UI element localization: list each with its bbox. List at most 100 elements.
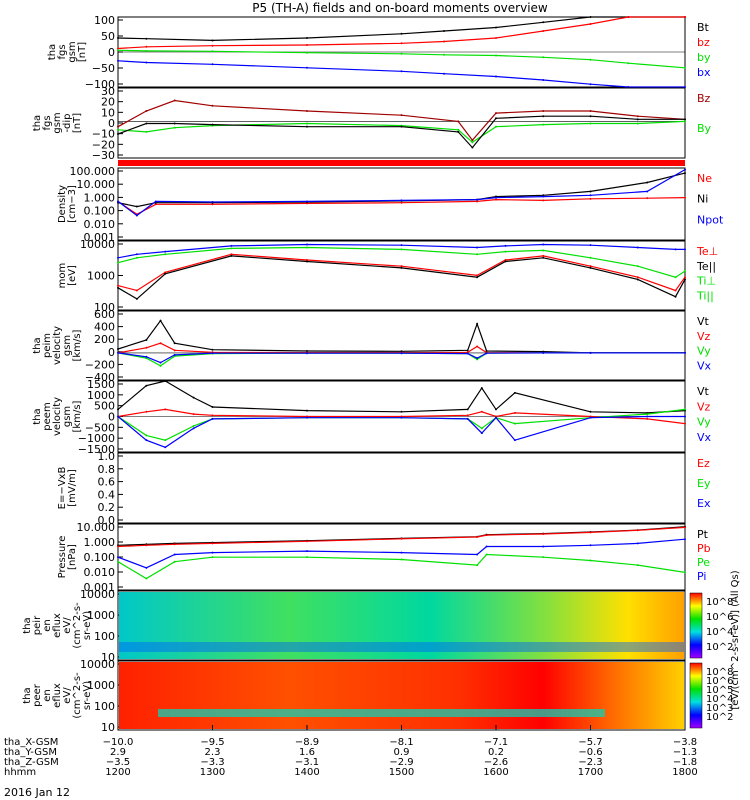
data-point bbox=[173, 553, 176, 556]
data-point bbox=[145, 439, 148, 442]
y-axis-label: [nT] bbox=[77, 42, 88, 62]
y-tick-label: −20 bbox=[92, 138, 115, 151]
data-point bbox=[542, 199, 545, 202]
y-tick-label: 0.001 bbox=[84, 581, 116, 594]
data-point bbox=[400, 248, 403, 251]
legend-entry: Vt bbox=[697, 385, 710, 398]
legend-entry: Vy bbox=[697, 416, 711, 429]
data-point bbox=[466, 352, 469, 355]
data-point bbox=[400, 352, 403, 355]
axis-row-value: −9.5 bbox=[200, 737, 224, 748]
axis-row-label: tha_Y-GSM bbox=[4, 747, 57, 758]
y-tick-label: 0.6 bbox=[98, 476, 116, 489]
data-point bbox=[684, 16, 686, 18]
y-tick-label: 50 bbox=[101, 30, 115, 43]
legend-entry: Bt bbox=[697, 21, 710, 34]
data-point bbox=[684, 538, 686, 541]
y-axis-label: gsm bbox=[62, 406, 73, 427]
legend-entry: Vz bbox=[697, 330, 711, 343]
data-point bbox=[476, 274, 479, 277]
axis-row-value: −1.8 bbox=[673, 757, 697, 768]
axis-row-value: −3.5 bbox=[106, 757, 130, 768]
data-point bbox=[636, 564, 639, 567]
data-point bbox=[306, 260, 308, 263]
data-point bbox=[173, 560, 176, 563]
data-point bbox=[211, 201, 214, 204]
legend-entry: bx bbox=[697, 66, 711, 79]
data-point bbox=[542, 249, 545, 252]
series-line-Ne bbox=[117, 197, 686, 215]
y-axis-label: eflux bbox=[52, 613, 63, 638]
data-point bbox=[306, 550, 308, 553]
y-axis-label: [mV/m] bbox=[67, 469, 78, 507]
y-tick-label: −10 bbox=[92, 128, 115, 141]
y-tick-label: −500 bbox=[85, 421, 115, 434]
data-point bbox=[173, 353, 176, 356]
data-point bbox=[400, 551, 403, 554]
data-point bbox=[646, 197, 649, 200]
axis-row-value: −8.1 bbox=[389, 737, 413, 748]
data-point bbox=[674, 295, 677, 298]
colorbar-tick-label: 10^8 bbox=[706, 597, 733, 608]
data-point bbox=[674, 276, 677, 279]
data-point bbox=[636, 115, 639, 118]
y-tick-label: 600 bbox=[94, 308, 115, 321]
data-point bbox=[480, 410, 483, 413]
series-line-Bt bbox=[117, 16, 685, 42]
y-axis-label: peim bbox=[42, 333, 53, 358]
axis-row-value: −3.8 bbox=[673, 737, 697, 748]
data-point bbox=[476, 357, 479, 360]
legend-entry: Vx bbox=[697, 431, 712, 444]
data-point bbox=[306, 37, 308, 39]
data-point bbox=[495, 26, 497, 29]
data-point bbox=[495, 416, 497, 419]
data-point bbox=[684, 408, 686, 411]
legend-entry: by bbox=[697, 51, 711, 64]
data-point bbox=[684, 248, 686, 251]
data-point bbox=[504, 244, 507, 247]
legend-entry: Ti⊥ bbox=[696, 275, 716, 288]
data-point bbox=[627, 16, 630, 18]
data-point bbox=[471, 146, 474, 149]
data-point bbox=[145, 61, 148, 64]
data-point bbox=[211, 551, 214, 554]
y-tick-label: 1000 bbox=[87, 389, 115, 402]
data-point bbox=[646, 181, 649, 184]
y-axis-label: mom bbox=[57, 263, 68, 289]
data-point bbox=[589, 265, 592, 268]
legend-entry: Ni bbox=[697, 193, 708, 206]
data-point bbox=[495, 54, 497, 57]
axis-row-value: 0.9 bbox=[394, 747, 410, 758]
colorbar bbox=[689, 592, 703, 659]
data-point bbox=[400, 42, 403, 45]
colorbar-tick-label: 10^8 bbox=[706, 667, 733, 678]
data-point bbox=[400, 266, 403, 269]
data-point bbox=[485, 545, 488, 548]
y-tick-label: 1000 bbox=[87, 270, 115, 283]
data-point bbox=[173, 349, 176, 352]
data-point bbox=[145, 434, 148, 437]
data-point bbox=[400, 114, 403, 117]
data-point bbox=[159, 319, 162, 322]
data-point bbox=[476, 345, 479, 348]
y-axis-label: tha bbox=[47, 44, 58, 60]
series-line-Vy bbox=[117, 408, 686, 441]
mode-bar bbox=[118, 160, 685, 166]
legend-entry: Bz bbox=[697, 92, 711, 105]
axis-row-label: tha_Z-GSM bbox=[4, 757, 59, 768]
data-point bbox=[646, 190, 649, 193]
panel-frame bbox=[117, 452, 686, 524]
y-tick-label: 10.000 bbox=[77, 521, 116, 534]
colorbar-tick-label: 10^4 bbox=[706, 627, 733, 638]
data-point bbox=[674, 248, 677, 251]
data-point bbox=[400, 70, 403, 73]
data-point bbox=[211, 414, 214, 417]
data-point bbox=[211, 542, 214, 545]
data-point bbox=[513, 411, 516, 414]
data-point bbox=[589, 23, 592, 25]
panel-8: 10.000 1.000 0.100 0.010 0.001 Pressure [nPa] P… bbox=[57, 521, 711, 594]
data-point bbox=[684, 196, 686, 199]
